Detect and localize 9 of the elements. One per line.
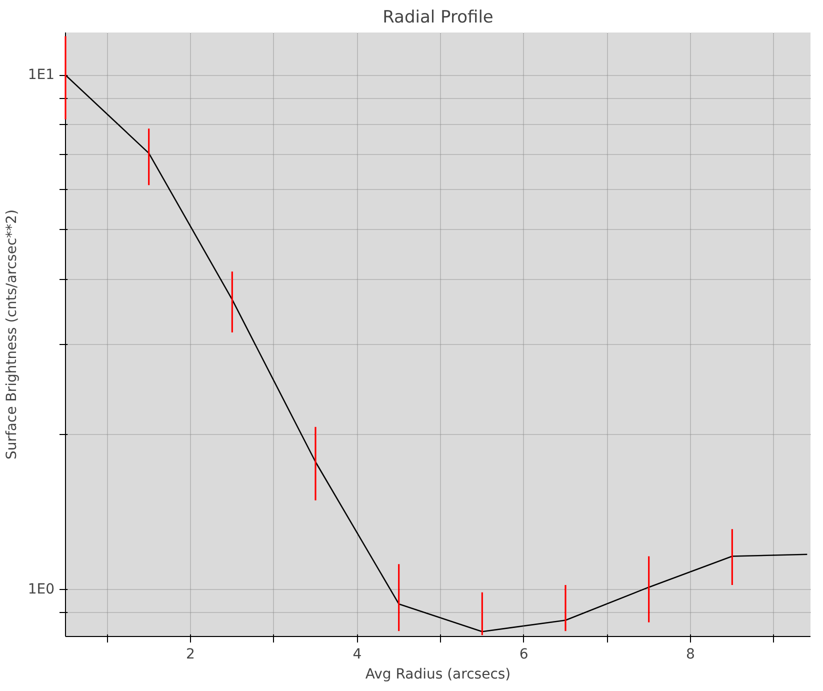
x-tick-label: 2 (186, 646, 195, 662)
x-tick-label: 6 (519, 646, 528, 662)
x-axis-title: Avg Radius (arcsecs) (365, 666, 511, 682)
y-tick-label: 1E0 (28, 581, 55, 598)
x-tick-label: 4 (352, 646, 362, 662)
y-axis-title: Surface Brightness (cnts/arcsec**2) (4, 209, 20, 460)
chart-title: Radial Profile (382, 8, 494, 28)
y-tick-label: 1E1 (28, 67, 55, 84)
x-tick-label: 8 (686, 646, 695, 662)
